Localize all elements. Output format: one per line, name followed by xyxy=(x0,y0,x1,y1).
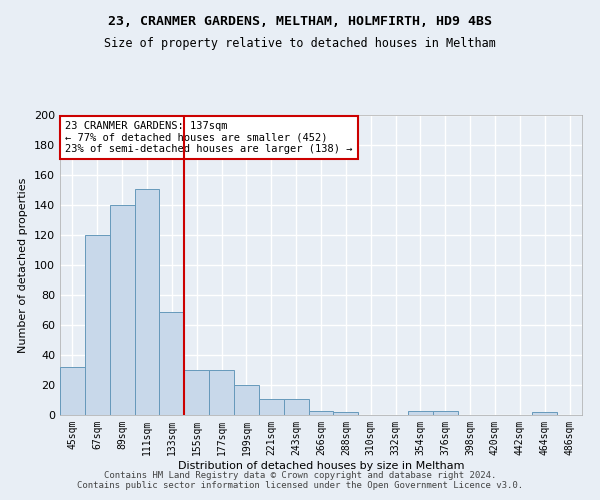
Bar xyxy=(433,410,458,415)
Bar xyxy=(184,370,209,415)
Bar xyxy=(234,385,259,415)
Bar xyxy=(160,312,184,415)
Text: Contains HM Land Registry data © Crown copyright and database right 2024.
Contai: Contains HM Land Registry data © Crown c… xyxy=(77,470,523,490)
Text: 23 CRANMER GARDENS: 137sqm
← 77% of detached houses are smaller (452)
23% of sem: 23 CRANMER GARDENS: 137sqm ← 77% of deta… xyxy=(65,121,353,154)
Bar xyxy=(134,188,160,415)
Bar xyxy=(408,410,433,415)
Bar xyxy=(60,367,85,415)
Bar xyxy=(308,410,334,415)
Bar xyxy=(334,412,358,415)
Y-axis label: Number of detached properties: Number of detached properties xyxy=(19,178,28,352)
Bar xyxy=(259,398,284,415)
Bar xyxy=(85,235,110,415)
Text: 23, CRANMER GARDENS, MELTHAM, HOLMFIRTH, HD9 4BS: 23, CRANMER GARDENS, MELTHAM, HOLMFIRTH,… xyxy=(108,15,492,28)
Bar xyxy=(209,370,234,415)
Bar xyxy=(110,205,134,415)
Bar xyxy=(284,398,308,415)
Text: Size of property relative to detached houses in Meltham: Size of property relative to detached ho… xyxy=(104,38,496,51)
Bar xyxy=(532,412,557,415)
X-axis label: Distribution of detached houses by size in Meltham: Distribution of detached houses by size … xyxy=(178,460,464,470)
